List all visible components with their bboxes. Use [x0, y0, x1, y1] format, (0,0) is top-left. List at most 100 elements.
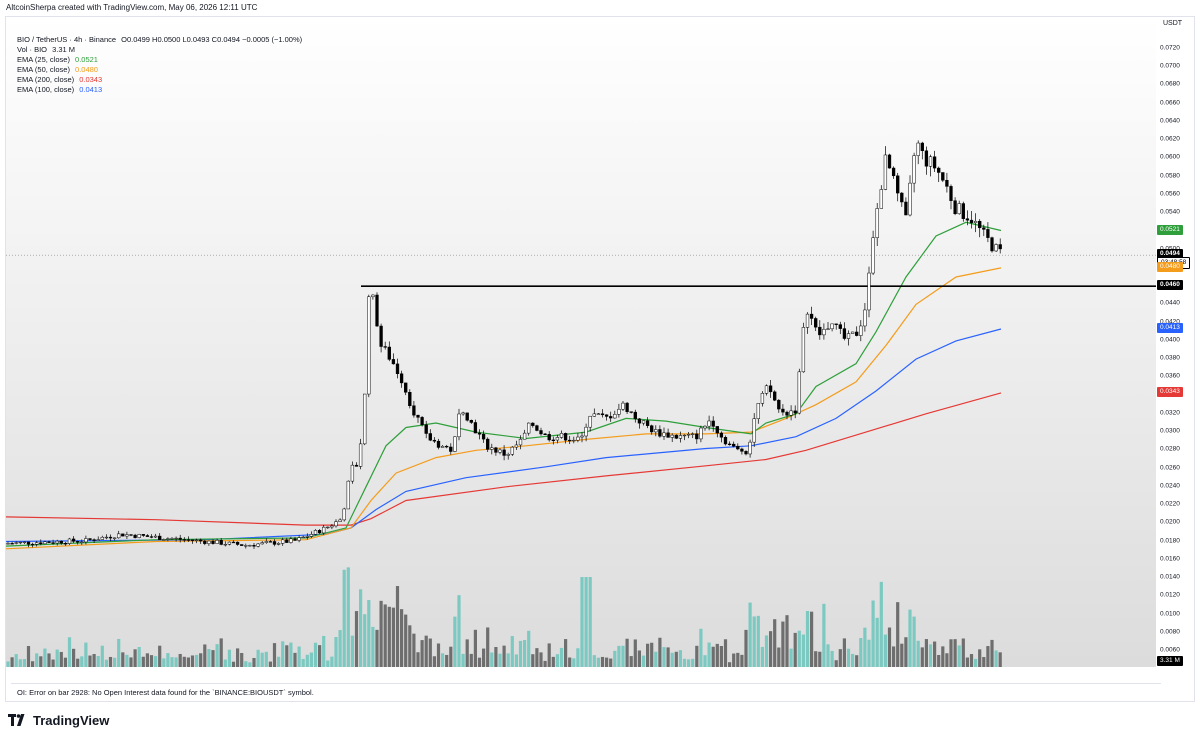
- candle-body[interactable]: [326, 526, 330, 529]
- candle-body[interactable]: [129, 534, 133, 536]
- candle-body[interactable]: [170, 538, 174, 540]
- candle-body[interactable]: [846, 333, 851, 339]
- candle-body[interactable]: [363, 393, 367, 445]
- candle-body[interactable]: [978, 220, 982, 229]
- candle-body[interactable]: [502, 449, 506, 456]
- candle-body[interactable]: [609, 416, 613, 419]
- candle-body[interactable]: [842, 328, 847, 339]
- candle-body[interactable]: [375, 294, 379, 327]
- candle-body[interactable]: [633, 411, 637, 420]
- candle-body[interactable]: [965, 218, 970, 221]
- candle-body[interactable]: [252, 545, 256, 547]
- candle-body[interactable]: [80, 541, 84, 543]
- candle-body[interactable]: [650, 425, 654, 433]
- ema50-row[interactable]: EMA (50, close) 0.0480: [17, 65, 302, 75]
- candle-body[interactable]: [153, 535, 158, 538]
- candle-body[interactable]: [256, 543, 260, 547]
- ema200-line[interactable]: [6, 392, 1002, 526]
- candle-body[interactable]: [166, 538, 170, 540]
- candle-body[interactable]: [272, 541, 277, 545]
- candle-body[interactable]: [559, 433, 564, 438]
- candle-body[interactable]: [117, 533, 121, 539]
- candle-body[interactable]: [793, 410, 797, 414]
- candle-body[interactable]: [395, 363, 400, 374]
- candle-body[interactable]: [875, 208, 879, 238]
- candle-body[interactable]: [293, 538, 297, 541]
- candle-body[interactable]: [473, 422, 478, 434]
- candle-body[interactable]: [699, 427, 703, 440]
- candle-body[interactable]: [76, 541, 80, 543]
- candle-body[interactable]: [703, 425, 707, 429]
- candle-body[interactable]: [604, 414, 609, 417]
- candle-body[interactable]: [211, 540, 215, 544]
- candle-body[interactable]: [797, 371, 801, 414]
- candle-body[interactable]: [227, 541, 232, 545]
- candle-body[interactable]: [18, 541, 22, 544]
- candle-body[interactable]: [469, 420, 473, 423]
- candle-body[interactable]: [190, 539, 195, 541]
- candle-body[interactable]: [859, 325, 863, 336]
- candle-body[interactable]: [686, 433, 691, 436]
- candle-body[interactable]: [871, 237, 875, 274]
- candle-body[interactable]: [760, 393, 765, 404]
- candle-body[interactable]: [666, 432, 670, 438]
- candle-body[interactable]: [752, 418, 756, 443]
- candle-body[interactable]: [14, 542, 18, 544]
- candle-body[interactable]: [43, 541, 47, 545]
- candle-body[interactable]: [969, 219, 974, 224]
- candle-body[interactable]: [67, 538, 72, 544]
- candle-body[interactable]: [912, 155, 916, 184]
- candle-body[interactable]: [580, 435, 584, 438]
- candle-body[interactable]: [514, 444, 519, 448]
- candle-body[interactable]: [149, 536, 154, 538]
- candle-body[interactable]: [850, 331, 855, 334]
- candle-body[interactable]: [818, 326, 822, 336]
- candle-body[interactable]: [367, 296, 371, 395]
- candle-body[interactable]: [781, 408, 785, 413]
- candle-body[interactable]: [904, 201, 908, 216]
- candle-body[interactable]: [629, 411, 633, 413]
- candle-body[interactable]: [920, 142, 924, 152]
- candle-body[interactable]: [125, 534, 129, 537]
- candle-body[interactable]: [990, 237, 994, 252]
- candle-body[interactable]: [289, 538, 293, 543]
- candle-body[interactable]: [932, 156, 937, 169]
- candle-body[interactable]: [937, 167, 941, 173]
- candle-body[interactable]: [863, 309, 867, 327]
- candle-body[interactable]: [424, 424, 428, 434]
- candle-body[interactable]: [235, 541, 240, 545]
- candle-body[interactable]: [572, 439, 576, 442]
- candle-body[interactable]: [498, 449, 502, 453]
- candle-body[interactable]: [338, 519, 342, 522]
- candle-body[interactable]: [994, 244, 998, 252]
- candle-body[interactable]: [465, 412, 469, 421]
- candle-body[interactable]: [449, 446, 453, 452]
- candle-body[interactable]: [121, 533, 125, 537]
- candle-body[interactable]: [387, 346, 391, 360]
- candle-body[interactable]: [408, 392, 412, 406]
- candle-body[interactable]: [941, 172, 945, 181]
- volume-row[interactable]: Vol · BIO 3.31 M: [17, 45, 302, 55]
- candle-body[interactable]: [203, 540, 207, 544]
- candle-body[interactable]: [22, 541, 27, 543]
- candle-body[interactable]: [518, 438, 523, 446]
- candle-body[interactable]: [71, 538, 76, 542]
- candle-body[interactable]: [199, 539, 203, 542]
- candle-body[interactable]: [92, 539, 96, 541]
- candle-body[interactable]: [707, 420, 711, 427]
- candle-body[interactable]: [486, 438, 490, 450]
- candle-body[interactable]: [723, 437, 728, 445]
- candle-body[interactable]: [88, 538, 92, 540]
- currency-label[interactable]: USDT: [1163, 20, 1183, 27]
- candle-body[interactable]: [621, 402, 625, 410]
- candle-body[interactable]: [682, 434, 687, 437]
- candle-body[interactable]: [785, 411, 789, 416]
- candle-body[interactable]: [84, 538, 88, 543]
- candle-body[interactable]: [727, 443, 732, 446]
- candle-body[interactable]: [736, 445, 740, 450]
- candle-body[interactable]: [654, 429, 658, 433]
- candle-body[interactable]: [178, 537, 182, 540]
- candle-body[interactable]: [10, 543, 14, 545]
- candle-body[interactable]: [301, 536, 305, 539]
- candle-body[interactable]: [108, 536, 113, 539]
